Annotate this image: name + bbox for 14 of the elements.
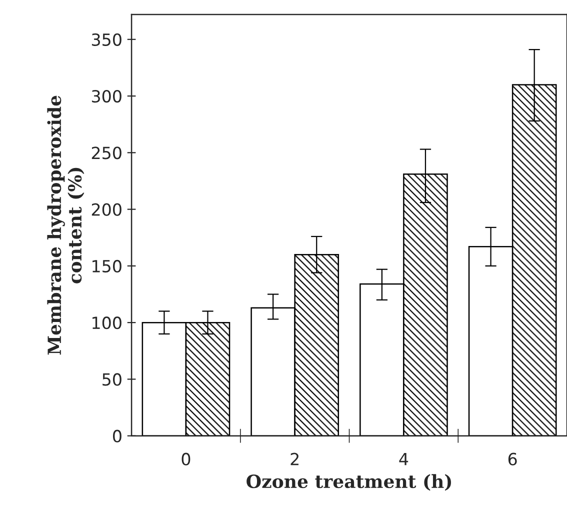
y-tick-label: 300 bbox=[92, 90, 122, 103]
y-tick-label: 250 bbox=[92, 146, 122, 160]
y-axis-title: Membrane hydroperoxide content (%) bbox=[47, 96, 84, 355]
y-tick-label: 150 bbox=[92, 260, 122, 272]
x-tick-label: 6 bbox=[508, 452, 517, 466]
x-axis-title: Ozone treatment (h) bbox=[246, 474, 451, 491]
x-tick-label: 2 bbox=[290, 452, 298, 466]
x-tick-label: 0 bbox=[182, 452, 190, 466]
y-tick-label: 350 bbox=[92, 33, 122, 46]
x-tick-label: 4 bbox=[399, 453, 408, 466]
y-tick-label: 100 bbox=[92, 316, 122, 330]
y-tick-label: 0 bbox=[113, 430, 122, 442]
y-tick-label: 50 bbox=[102, 373, 122, 386]
y-tick-label: 200 bbox=[92, 203, 122, 216]
